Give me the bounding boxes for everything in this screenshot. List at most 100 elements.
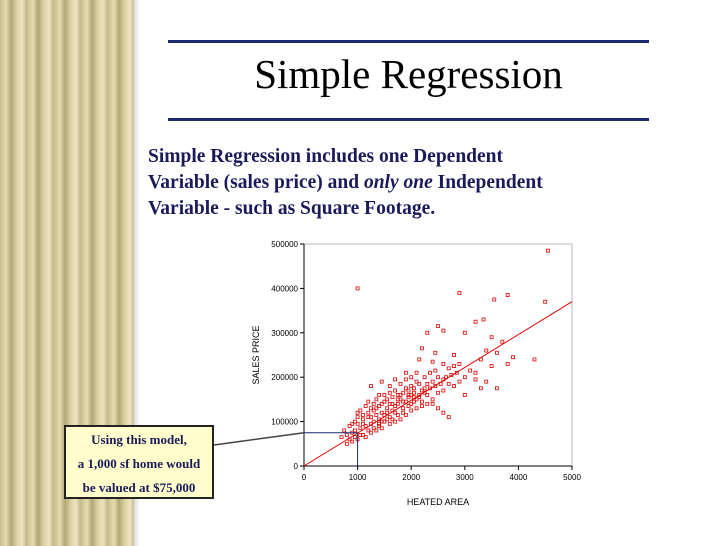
data-point [411,386,416,391]
data-point [377,393,381,397]
data-point [452,364,456,369]
data-point [355,410,360,415]
data-point [403,386,408,391]
data-point [385,410,389,415]
data-point [374,406,379,411]
data-point [511,355,515,360]
data-point [433,368,438,373]
data-point [401,410,406,415]
data-point [409,401,414,406]
data-point [387,415,392,420]
data-point [363,424,368,428]
data-point [489,335,494,340]
data-point [425,330,430,335]
data-point [505,293,510,297]
data-point [484,348,489,353]
data-point [411,399,416,404]
data-point [385,406,389,411]
data-point [369,415,373,420]
data-point [414,379,419,384]
y-tick-label: 500000 [271,240,298,249]
data-point [379,401,384,406]
data-point [382,393,387,397]
data-point [393,388,398,393]
data-point [441,410,446,415]
y-tick-label: 300000 [271,329,298,338]
data-point [495,386,499,391]
data-point [347,424,352,428]
data-point [358,433,363,437]
y-axis: 0 100000 200000 300000 400000 500000 [271,240,305,471]
data-point [377,404,381,408]
data-point [422,375,427,380]
data-point [428,370,432,375]
data-point [532,357,537,362]
data-point [473,370,478,375]
data-point [436,390,440,395]
data-point [452,353,456,357]
data-point [371,426,376,431]
data-point [353,435,357,440]
x-tick-label: 1000 [349,473,367,482]
data-point [436,406,440,411]
data-point [395,397,400,402]
data-point [417,357,422,362]
data-point [406,404,411,408]
data-point [363,435,368,440]
data-point [484,379,489,384]
data-point [355,286,360,291]
x-tick-label: 2000 [402,473,420,482]
body-line-1: Simple Regression includes one Dependent [148,146,503,167]
data-point [414,406,419,411]
data-point [393,419,398,424]
data-point [425,381,430,386]
data-point [366,399,371,404]
data-point [473,319,478,324]
data-point [446,366,451,371]
data-point [393,404,398,408]
data-point [500,339,505,344]
data-point [505,361,510,366]
data-point [417,381,422,386]
data-point [395,393,400,397]
data-point [403,377,408,382]
data-point [478,386,483,391]
data-point [361,413,365,417]
data-point [350,421,355,426]
data-point [441,388,446,393]
data-point [457,361,462,366]
data-point [395,401,400,406]
data-point [379,426,384,431]
data-point [403,413,408,417]
data-point [420,388,424,393]
y-tick-label: 100000 [271,418,298,427]
data-point [409,408,414,413]
data-point [401,406,406,411]
data-point [414,370,419,375]
data-point [430,379,435,384]
data-point [430,397,435,402]
x-tick-label: 3000 [456,473,474,482]
data-point [401,399,406,404]
data-point [382,399,387,404]
body-line-3: Variable - such as Square Footage. [148,198,436,219]
data-point [398,417,403,422]
data-point [385,417,389,422]
data-point [390,417,395,422]
data-point [363,404,368,408]
data-point [452,384,456,388]
data-point [430,401,435,406]
data-point [355,415,360,420]
data-point [425,393,430,397]
x-tick-label: 4000 [510,473,528,482]
data-point [342,428,347,433]
slide-title: Simple Regression [254,51,563,97]
body-line-2-pre: Variable (sales price) and [148,172,364,193]
data-point [371,401,376,406]
data-point [436,375,440,380]
data-point [387,390,392,395]
callout-line-2: a 1,000 sf home would [77,456,201,471]
data-point [425,401,430,406]
data-point [446,415,451,420]
